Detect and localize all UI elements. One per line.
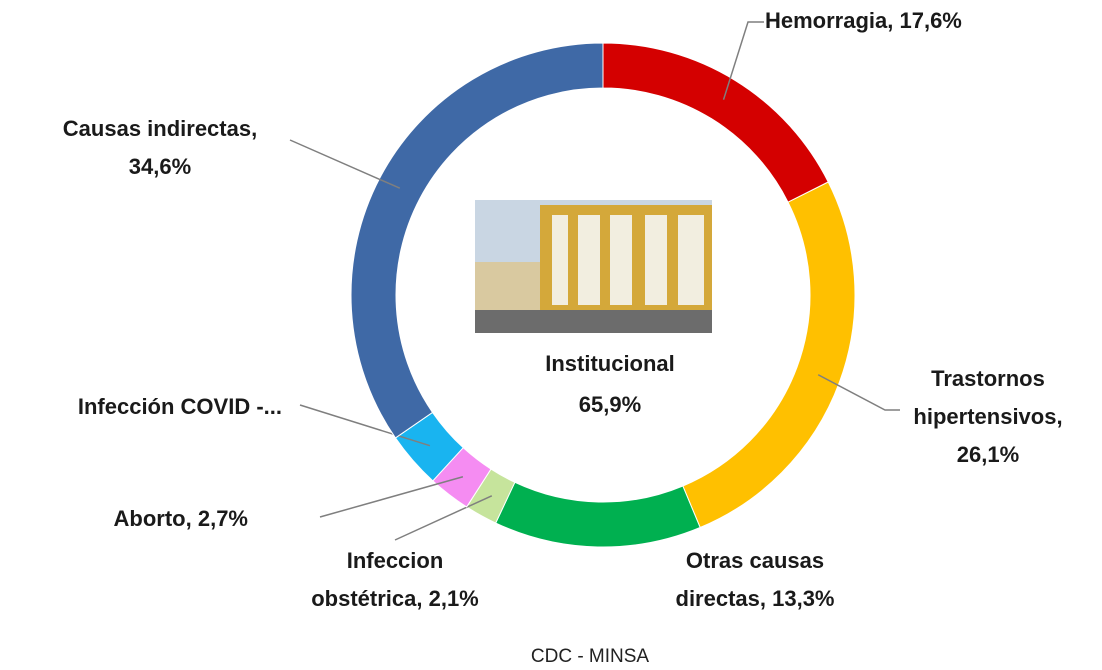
leader-line (299, 404, 431, 447)
data-label: obstétrica, 2,1% (311, 586, 479, 611)
center-value: 65,9% (579, 392, 641, 417)
data-label: Causas indirectas, (63, 116, 257, 141)
data-label: hipertensivos, (913, 404, 1062, 429)
data-label: Hemorragia, 17,6% (765, 8, 962, 33)
donut: Hemorragia, 17,6% Trastornos hipertensivos… (63, 8, 1063, 611)
leader-line (394, 495, 493, 541)
data-label: 26,1% (957, 442, 1019, 467)
segment (495, 481, 701, 548)
source: CDC - MINSA (531, 646, 650, 667)
data-label: 34,6% (129, 154, 191, 179)
center-photo (475, 200, 712, 333)
segment (602, 42, 829, 203)
leader-line (722, 21, 764, 100)
data-label: Trastornos (931, 366, 1045, 391)
data-label: Otras causas (686, 548, 824, 573)
center-label: Institucional (545, 351, 675, 376)
segment (350, 42, 604, 439)
data-label: Aborto, 2,7% (114, 506, 248, 531)
leader-line (817, 374, 900, 411)
leader-line (319, 476, 464, 518)
data-label: Infeccion (347, 548, 444, 573)
leader-line (289, 139, 401, 189)
data-label: directas, 13,3% (676, 586, 835, 611)
data-label: Infección COVID -... (78, 394, 282, 419)
